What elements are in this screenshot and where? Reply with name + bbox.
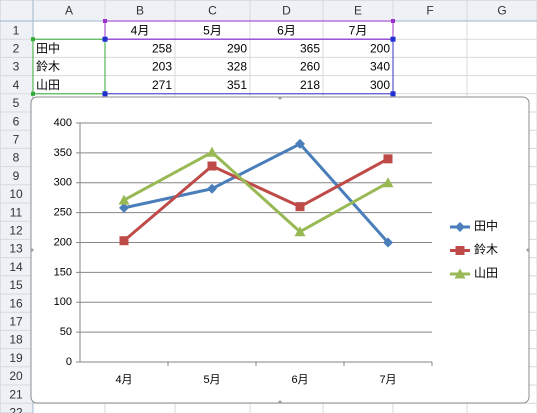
row-header[interactable]: 11 [10, 205, 23, 219]
row-header[interactable]: 9 [13, 169, 20, 183]
marker [383, 237, 393, 248]
row-header[interactable]: 8 [13, 151, 20, 165]
y-tick-label: 300 [54, 177, 72, 189]
series-line [123, 157, 389, 242]
cell-number[interactable]: 290 [227, 41, 247, 55]
cell-text[interactable]: 山田 [36, 78, 60, 92]
row-header[interactable]: 22 [9, 405, 23, 413]
column-header[interactable]: G [497, 4, 506, 18]
column-header[interactable]: A [65, 4, 73, 18]
x-tick-label: 7月 [379, 374, 396, 386]
cell-number[interactable]: 200 [370, 41, 390, 55]
column-header[interactable]: F [426, 4, 433, 18]
row-header[interactable]: 20 [9, 369, 23, 383]
legend-label: 山田 [474, 266, 498, 280]
y-tick-label: 50 [60, 326, 72, 338]
row-header[interactable]: 16 [9, 296, 23, 310]
range-handle[interactable] [102, 91, 108, 97]
cell-number[interactable]: 271 [152, 78, 172, 92]
marker [455, 246, 465, 255]
range-handle[interactable] [102, 36, 108, 42]
row-header[interactable]: 18 [9, 333, 23, 347]
y-tick-label: 100 [54, 296, 72, 308]
row-header[interactable]: 21 [9, 387, 23, 401]
y-tick-label: 200 [54, 236, 72, 248]
cell-text[interactable]: 4月 [131, 23, 150, 37]
resize-handle[interactable] [526, 248, 530, 252]
marker [207, 183, 217, 194]
legend-label: 田中 [474, 218, 498, 233]
cell-number[interactable]: 218 [300, 78, 320, 92]
row-header[interactable]: 3 [13, 60, 20, 74]
name-range-outline [32, 38, 106, 95]
row-header[interactable]: 1 [13, 23, 20, 37]
row-header[interactable]: 19 [9, 351, 23, 365]
marker [207, 161, 217, 171]
marker [206, 146, 218, 157]
marker [382, 177, 394, 188]
resize-handle[interactable] [30, 248, 34, 252]
marker [454, 268, 466, 279]
column-header[interactable]: D [282, 4, 291, 18]
range-handle[interactable] [103, 19, 107, 23]
row-header[interactable]: 4 [13, 78, 20, 92]
cell-number[interactable]: 340 [370, 60, 390, 74]
range-handle[interactable] [31, 91, 35, 96]
cell-number[interactable]: 365 [300, 41, 320, 55]
column-header-bar [0, 0, 537, 22]
marker [119, 202, 129, 213]
marker [383, 154, 393, 164]
y-tick-label: 250 [54, 207, 72, 219]
y-tick-label: 150 [54, 266, 72, 278]
column-header[interactable]: C [208, 4, 217, 18]
row-header[interactable]: 14 [9, 260, 23, 274]
cell-number[interactable]: 260 [300, 60, 320, 74]
row-header[interactable]: 6 [13, 114, 20, 128]
resize-handle[interactable] [278, 96, 282, 100]
row-header[interactable]: 17 [9, 314, 23, 328]
marker [455, 222, 465, 232]
cell-text[interactable]: 鈴木 [36, 59, 60, 74]
series-line [123, 150, 389, 234]
row-header[interactable]: 10 [9, 187, 23, 201]
x-tick-label: 6月 [291, 374, 308, 386]
header-range-outline [104, 20, 394, 40]
range-handle[interactable] [390, 91, 396, 97]
column-header[interactable]: B [136, 4, 144, 18]
cell-text[interactable]: 7月 [349, 23, 368, 37]
cell-text[interactable]: 5月 [203, 23, 222, 37]
row-header[interactable]: 12 [9, 223, 23, 237]
legend-label: 鈴木 [474, 242, 498, 257]
range-handle[interactable] [31, 37, 35, 42]
x-tick-label: 5月 [203, 374, 220, 386]
marker [118, 194, 130, 205]
row-header[interactable]: 7 [13, 132, 20, 146]
range-handle[interactable] [391, 19, 395, 23]
column-header[interactable]: E [354, 4, 362, 18]
cell-number[interactable]: 203 [152, 60, 172, 74]
row-header[interactable]: 15 [9, 278, 23, 292]
marker [295, 138, 305, 149]
cell-text[interactable]: 6月 [277, 23, 296, 37]
series-line [123, 142, 390, 244]
resize-handle[interactable] [278, 400, 282, 404]
y-tick-label: 400 [54, 117, 72, 129]
y-tick-label: 350 [54, 147, 72, 159]
cell-text[interactable]: 田中 [36, 40, 60, 55]
y-tick-label: 0 [66, 356, 72, 368]
x-tick-label: 4月 [115, 374, 132, 386]
marker [294, 226, 306, 237]
row-header[interactable]: 2 [13, 41, 20, 55]
cell-number[interactable]: 351 [227, 78, 247, 92]
row-header[interactable]: 5 [13, 96, 20, 110]
cell-number[interactable]: 258 [152, 41, 172, 55]
marker [295, 202, 305, 212]
cell-number[interactable]: 300 [370, 78, 390, 92]
range-handle[interactable] [390, 36, 396, 42]
row-header[interactable]: 13 [9, 242, 23, 256]
marker [119, 236, 129, 246]
cell-number[interactable]: 328 [227, 60, 247, 74]
